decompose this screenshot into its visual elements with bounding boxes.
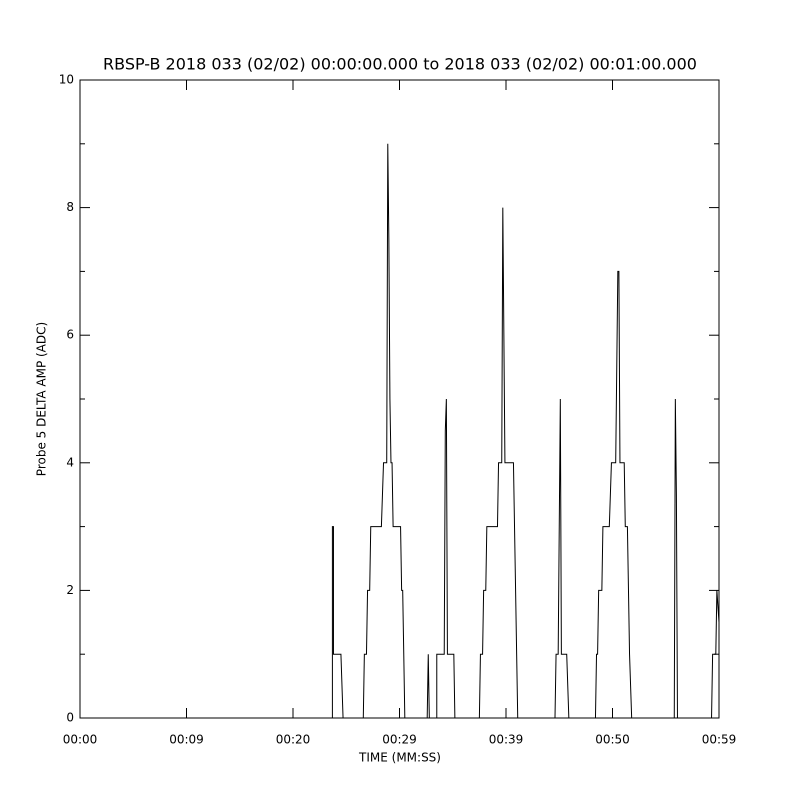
plot-frame: [79, 79, 720, 719]
x-tick-label: 00:29: [382, 733, 417, 747]
y-axis-label: Probe 5 DELTA AMP (ADC): [35, 322, 49, 476]
data-line: [80, 143, 720, 719]
chart-title: RBSP-B 2018 033 (02/02) 00:00:00.000 to …: [103, 55, 697, 74]
x-tick-label: 00:00: [63, 733, 98, 747]
x-axis-label: TIME (MM:SS): [358, 751, 441, 765]
x-tick-label: 00:59: [702, 733, 737, 747]
y-tick-label: 10: [59, 73, 74, 87]
y-tick-label: 6: [66, 328, 74, 342]
y-tick-label: 0: [66, 711, 74, 725]
y-tick-label: 4: [66, 455, 74, 469]
x-tick-label: 00:39: [489, 733, 524, 747]
x-tick-label: 00:09: [169, 733, 204, 747]
y-tick-label: 8: [66, 200, 74, 214]
y-tick-label: 2: [66, 583, 74, 597]
x-tick-label: 00:20: [276, 733, 311, 747]
x-tick-label: 00:50: [595, 733, 630, 747]
